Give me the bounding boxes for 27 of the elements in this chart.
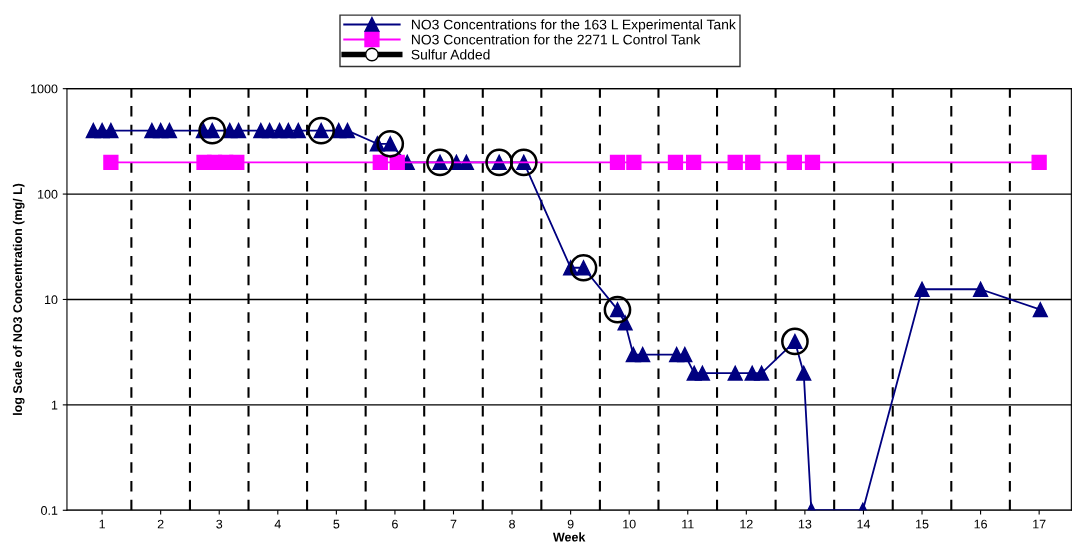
x-tick-label: 16 [974, 519, 987, 529]
x-tick-label: 14 [857, 519, 871, 529]
x-tick-label: 10 [623, 519, 636, 529]
y-tick-label: 1000 [31, 84, 58, 94]
x-tick-label: 13 [798, 519, 812, 529]
y-tick-label: 1 [51, 400, 58, 410]
x-tick-label: 8 [509, 519, 515, 529]
y-tick-label: 0.1 [41, 506, 58, 515]
y-tick-label: 100 [38, 189, 58, 199]
x-axis-title: Week [552, 532, 586, 542]
x-tick-label: 4 [274, 519, 281, 529]
x-tick-label: 11 [682, 519, 694, 529]
y-tick-label: 10 [44, 295, 58, 305]
x-tick-label: 9 [567, 519, 574, 529]
legend-label: NO3 Concentration for the 2271 L Control Tank [411, 34, 701, 45]
legend-label: NO3 Concentrations for the 163 L Experimental Tank [411, 19, 736, 33]
legend-label: Sulfur Added [411, 49, 490, 60]
x-tick-label: 17 [1033, 519, 1046, 529]
x-tick-label: 15 [916, 519, 929, 529]
x-tick-label: 5 [333, 519, 340, 529]
x-tick-label: 12 [740, 519, 753, 529]
x-tick-label: 2 [157, 519, 164, 529]
x-tick-label: 3 [216, 519, 223, 529]
x-tick-label: 6 [392, 519, 398, 529]
y-axis-title: log Scale of NO3 Concentration (mg/ L) [12, 183, 25, 415]
x-tick-label: 1 [99, 519, 105, 529]
x-tick-label: 7 [450, 519, 457, 529]
